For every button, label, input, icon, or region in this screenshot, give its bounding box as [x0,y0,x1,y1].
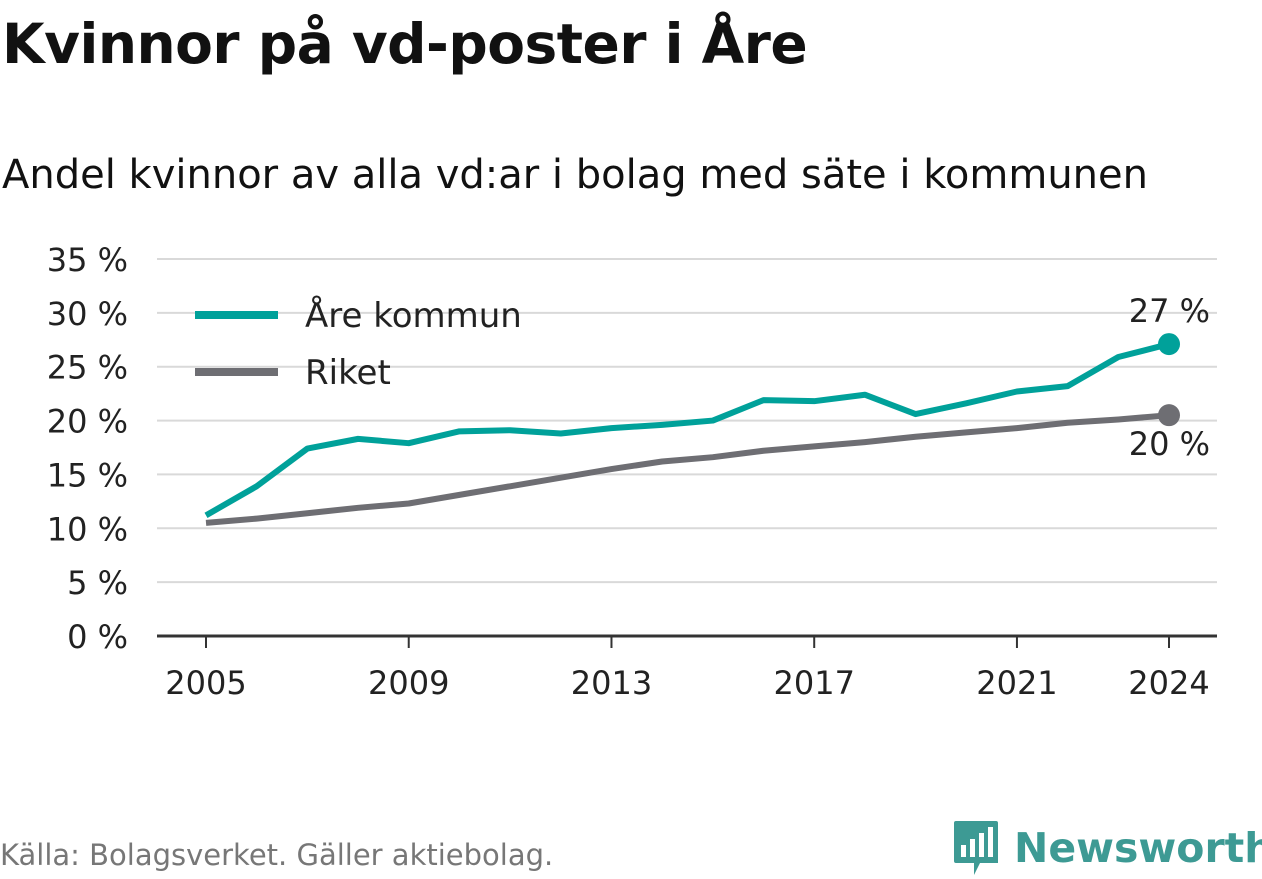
x-tick-label: 2017 [773,664,854,702]
y-tick-label: 15 % [47,456,128,494]
x-tick-label: 2005 [165,664,246,702]
series-end-point [1158,404,1180,427]
legend: Åre kommun Riket [195,295,522,393]
y-tick-label: 35 % [47,241,128,279]
y-axis: 0 % 5 % 10 % 15 % 20 % 25 % 30 % 35 % [47,241,128,656]
x-tick-label: 2024 [1128,664,1209,702]
legend-label: Åre kommun [305,295,522,336]
y-tick-label: 25 % [47,349,128,387]
y-tick-label: 0 % [67,618,128,656]
x-axis: 2005 2009 2013 2017 2021 2024 [157,634,1217,702]
x-tick-label: 2021 [976,664,1057,702]
line-chart: 0 %5 %10 %15 %20 %25 %30 %35 % 2005 2009 2… [47,241,1217,702]
end-value-label: 27 % [1129,292,1210,330]
newsworthy-logo-icon [954,821,998,875]
series-line-åre-kommun [204,341,1170,518]
end-value-label: 20 % [1129,425,1210,463]
series-end-point [1158,333,1180,356]
brand-logo: Newsworthy [952,818,1262,878]
brand-name: Newsworthy [1014,824,1262,872]
x-tick-label: 2009 [368,664,449,702]
series-lines: 27 % 20 % [204,292,1210,526]
source-note: Källa: Bolagsverket. Gäller aktiebolag. [0,838,554,872]
x-tick-label: 2013 [571,664,652,702]
y-tick-label: 20 % [47,403,128,441]
chart-title: Kvinnor på vd-poster i Åre [2,12,808,76]
chart-subtitle: Andel kvinnor av alla vd:ar i bolag med … [2,152,1148,198]
legend-label: Riket [305,353,391,393]
y-tick-label: 5 % [67,564,128,602]
series-line-riket [205,412,1170,526]
gridlines [157,258,1217,584]
y-tick-label: 30 % [47,295,128,333]
y-tick-label: 10 % [47,510,128,548]
